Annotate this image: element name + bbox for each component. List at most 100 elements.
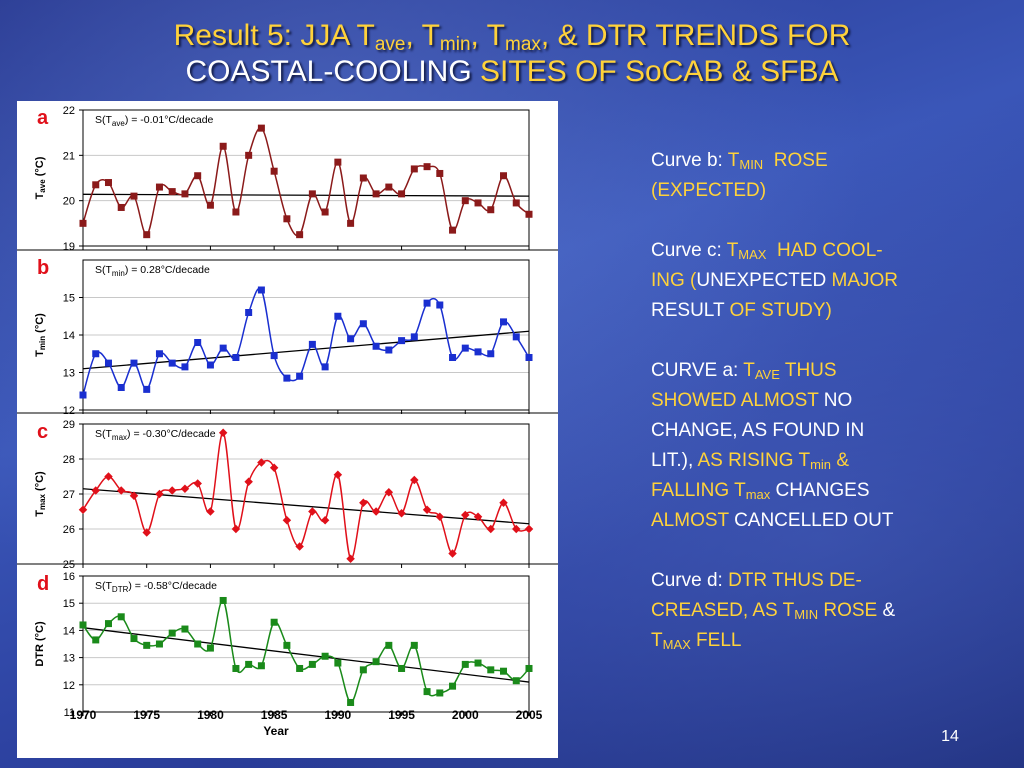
data-point <box>283 215 291 223</box>
note-text: CURVE a: <box>651 360 744 381</box>
note-text: NO <box>823 390 853 411</box>
data-point <box>155 183 163 191</box>
x-tick-label: 1995 <box>388 708 415 722</box>
y-axis-label: Tmin (°C) <box>34 313 47 357</box>
y-label-text: (°C) <box>34 621 46 644</box>
data-point <box>320 516 330 525</box>
data-point <box>461 197 469 205</box>
data-point <box>372 190 380 198</box>
data-point <box>181 625 189 633</box>
note-text: SHOWED ALMOST <box>651 390 824 411</box>
data-point <box>500 318 508 326</box>
data-point <box>143 385 151 393</box>
data-point <box>270 167 278 175</box>
data-point <box>487 206 495 214</box>
y-label-text: T <box>34 350 46 357</box>
data-point <box>245 151 253 159</box>
data-point <box>359 320 367 328</box>
data-point <box>347 698 355 706</box>
y-label-subscript: max <box>38 493 47 510</box>
note-text: T <box>651 630 663 651</box>
data-point <box>524 524 534 534</box>
title-subscript: max <box>505 34 541 55</box>
data-point <box>92 181 100 189</box>
data-point <box>321 363 329 371</box>
data-point <box>334 312 342 320</box>
data-point <box>449 354 457 361</box>
trend-line <box>82 627 530 683</box>
data-point <box>398 337 406 345</box>
data-point <box>130 192 138 200</box>
y-axis-label: DTR (°C) <box>34 621 46 667</box>
data-point <box>78 505 88 514</box>
y-tick-label: 15 <box>63 293 75 305</box>
note-text: THUS <box>779 360 837 381</box>
y-tick-label: 12 <box>63 405 75 417</box>
plot-frame <box>82 259 530 411</box>
slope-annotation: S(Tave) = -0.01°C/decade <box>95 114 214 128</box>
data-point <box>244 477 253 486</box>
note-text: CHANGES <box>770 480 870 501</box>
y-tick-label: 14 <box>63 625 75 637</box>
data-point <box>193 479 202 488</box>
data-point <box>525 354 533 361</box>
data-point <box>525 210 533 218</box>
data-point <box>333 470 343 479</box>
note-subscript: MIN <box>794 607 819 622</box>
data-point <box>474 348 482 356</box>
data-point <box>117 613 125 621</box>
note-text: OF STUDY) <box>729 300 832 321</box>
data-point <box>296 372 304 380</box>
x-tick-label: 1980 <box>197 708 224 722</box>
x-tick-label: 1975 <box>133 708 160 722</box>
note-subscript: AVE <box>754 367 780 382</box>
data-point <box>270 352 278 360</box>
data-point <box>449 226 457 234</box>
note-text: AS RISING T <box>697 450 811 471</box>
note-text: ING ( <box>651 270 697 291</box>
data-point <box>194 172 202 180</box>
title-text: , T <box>405 19 440 52</box>
data-point <box>257 662 265 670</box>
y-tick-label: 29 <box>63 419 75 431</box>
data-point <box>372 342 380 350</box>
data-point <box>410 641 418 649</box>
x-tick-label: 1990 <box>325 708 352 722</box>
note-subscript: MIN <box>739 157 764 172</box>
series-line <box>82 432 530 560</box>
slope-annotation: S(Tmax) = -0.30°C/decade <box>95 428 216 442</box>
data-point <box>206 507 215 516</box>
y-tick-label: 13 <box>63 653 75 665</box>
data-point <box>385 346 393 354</box>
annotation-text: S(T <box>95 264 113 276</box>
data-point <box>410 475 419 485</box>
note-text: ROSE <box>773 150 828 171</box>
data-point <box>232 354 240 361</box>
data-point <box>422 505 432 514</box>
annotation-subscript: min <box>112 269 125 278</box>
note-text: (EXPECTED) <box>651 180 767 201</box>
plot-frame <box>82 575 530 713</box>
title-text: Result 5: JJA T <box>173 19 375 52</box>
data-point <box>167 486 177 495</box>
y-tick-label: 19 <box>63 241 75 253</box>
data-point <box>346 554 355 563</box>
title-line-2: COASTAL-COOLING SITES OF SoCAB & SFBA <box>0 54 1024 90</box>
note-text: CANCELLED OUT <box>734 510 894 531</box>
plot-frame <box>82 109 530 247</box>
data-point <box>500 667 508 675</box>
data-point <box>219 344 227 352</box>
note-text: FELL <box>690 630 742 651</box>
data-point <box>359 666 367 674</box>
notes-panel: Curve b: TMIN ROSE (EXPECTED) Curve c: T… <box>651 146 991 686</box>
annotation-text: S(T <box>95 428 113 440</box>
x-tick-label: 2000 <box>452 708 479 722</box>
data-point <box>168 629 176 637</box>
data-point <box>384 488 394 497</box>
slide-title: Result 5: JJA Tave, Tmin, Tmax, & DTR TR… <box>0 18 1024 90</box>
annotation-subscript: DTR <box>112 585 129 594</box>
data-point <box>347 335 355 343</box>
data-point <box>487 666 495 674</box>
